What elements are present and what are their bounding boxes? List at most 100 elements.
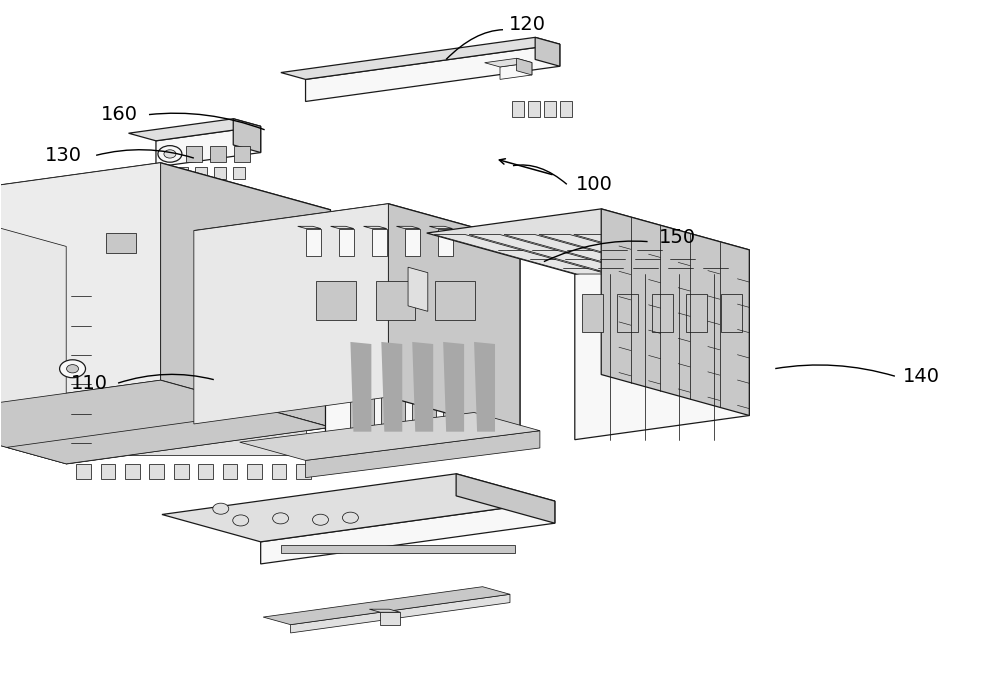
Polygon shape (162, 474, 555, 542)
Polygon shape (582, 294, 603, 332)
Polygon shape (474, 342, 495, 432)
Text: 160: 160 (101, 105, 138, 124)
Polygon shape (0, 207, 306, 247)
Polygon shape (263, 587, 510, 624)
Polygon shape (198, 464, 213, 479)
Polygon shape (281, 545, 515, 553)
Polygon shape (443, 342, 464, 432)
Polygon shape (291, 595, 510, 633)
Polygon shape (408, 267, 428, 311)
Polygon shape (106, 233, 136, 254)
Polygon shape (443, 340, 467, 437)
Polygon shape (364, 227, 387, 229)
Polygon shape (560, 101, 572, 116)
Polygon shape (721, 294, 742, 332)
Circle shape (213, 503, 229, 514)
Polygon shape (339, 229, 354, 256)
Polygon shape (517, 58, 532, 75)
Polygon shape (456, 474, 555, 523)
Polygon shape (0, 163, 330, 247)
Polygon shape (195, 167, 207, 179)
Polygon shape (369, 609, 400, 612)
Polygon shape (575, 250, 749, 439)
Polygon shape (194, 204, 520, 267)
Circle shape (233, 515, 249, 526)
Polygon shape (306, 229, 321, 256)
Polygon shape (617, 294, 638, 332)
Circle shape (164, 150, 176, 158)
Polygon shape (331, 227, 354, 229)
Polygon shape (474, 340, 498, 437)
Polygon shape (0, 200, 66, 464)
Circle shape (342, 512, 358, 523)
Polygon shape (388, 204, 520, 433)
Polygon shape (174, 464, 189, 479)
Polygon shape (350, 340, 374, 437)
Polygon shape (427, 209, 749, 274)
Polygon shape (405, 229, 420, 256)
Polygon shape (194, 204, 388, 424)
Circle shape (313, 514, 328, 525)
Polygon shape (246, 233, 276, 254)
Polygon shape (240, 412, 540, 460)
Polygon shape (296, 464, 311, 479)
Polygon shape (429, 227, 453, 229)
Polygon shape (535, 37, 560, 67)
Polygon shape (76, 464, 91, 479)
Polygon shape (272, 464, 286, 479)
Polygon shape (381, 342, 402, 432)
Circle shape (67, 365, 79, 373)
Polygon shape (0, 380, 330, 464)
Polygon shape (210, 146, 226, 161)
Polygon shape (233, 167, 245, 179)
Polygon shape (435, 281, 475, 319)
Polygon shape (223, 464, 237, 479)
Circle shape (60, 360, 86, 378)
Polygon shape (500, 62, 532, 80)
Polygon shape (7, 411, 330, 464)
Polygon shape (234, 146, 250, 161)
Text: 100: 100 (576, 175, 613, 194)
Polygon shape (350, 342, 371, 432)
Polygon shape (281, 37, 560, 80)
Polygon shape (325, 240, 520, 460)
Polygon shape (125, 464, 140, 479)
Polygon shape (372, 229, 387, 256)
Polygon shape (396, 227, 420, 229)
Polygon shape (544, 101, 556, 116)
Polygon shape (539, 234, 712, 274)
Polygon shape (412, 342, 433, 432)
Polygon shape (156, 126, 261, 167)
Text: 140: 140 (903, 367, 940, 386)
Polygon shape (0, 163, 160, 416)
Polygon shape (438, 229, 453, 256)
Polygon shape (129, 119, 261, 141)
Polygon shape (66, 210, 330, 464)
Polygon shape (214, 167, 226, 179)
Polygon shape (574, 234, 747, 274)
Polygon shape (380, 612, 400, 624)
Circle shape (158, 146, 182, 162)
Polygon shape (186, 146, 202, 161)
Text: 150: 150 (659, 228, 696, 247)
Polygon shape (149, 464, 164, 479)
Polygon shape (101, 464, 115, 479)
Polygon shape (434, 234, 608, 274)
Polygon shape (376, 281, 415, 319)
Polygon shape (298, 227, 321, 229)
Polygon shape (601, 209, 749, 416)
Polygon shape (306, 44, 560, 101)
Polygon shape (176, 167, 188, 179)
Polygon shape (512, 101, 524, 116)
Polygon shape (233, 119, 261, 152)
Circle shape (273, 513, 289, 524)
Polygon shape (469, 234, 643, 274)
Polygon shape (652, 294, 673, 332)
Polygon shape (686, 294, 707, 332)
Polygon shape (381, 340, 405, 437)
Polygon shape (306, 431, 540, 477)
Polygon shape (91, 255, 306, 455)
Polygon shape (160, 163, 330, 428)
Polygon shape (261, 501, 555, 564)
Polygon shape (528, 101, 540, 116)
